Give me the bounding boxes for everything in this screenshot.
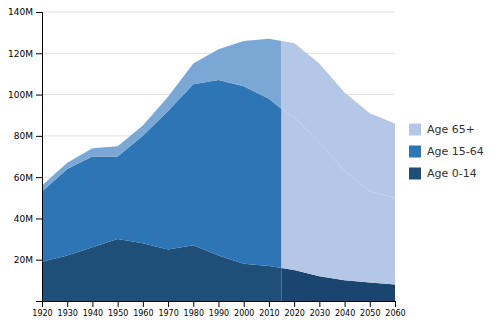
y-tick-mark [36,12,42,13]
legend: Age 65+ Age 15-64 Age 0-14 [409,123,484,180]
x-tick-mark [219,301,220,307]
x-tick-mark [294,301,295,307]
y-tick: 40M [14,214,42,224]
x-tick: 2040 [335,301,355,318]
x-tick: 2060 [385,301,405,318]
x-tick-label: 1980 [184,309,204,318]
x-tick-label: 2020 [284,309,304,318]
x-tick-label: 2010 [259,309,279,318]
y-tick: 60M [14,173,42,183]
x-tick: 2050 [360,301,380,318]
legend-swatch [409,124,421,136]
y-tick-mark [36,218,42,219]
legend-item: Age 65+ [409,123,475,136]
x-tick-mark [319,301,320,307]
legend-label: Age 15-64 [427,145,484,158]
y-tick: 120M [8,49,42,59]
x-tick: 1940 [83,301,103,318]
x-axis-line [43,302,396,308]
legend-item: Age 0-14 [409,167,477,180]
y-tick-mark [36,95,42,96]
x-tick-label: 2050 [360,309,380,318]
x-tick-mark [92,301,93,307]
y-tick-mark [36,260,42,261]
x-axis: 1920 1930 1940 1950 1960 1970 1980 1990 2000 2010… [32,301,405,318]
y-tick-label: 100M [8,90,33,100]
grid-line [42,12,395,13]
x-tick-label: 1970 [158,309,178,318]
x-tick: 1930 [58,301,78,318]
x-tick-label: 1920 [32,309,52,318]
x-tick-mark [67,301,68,307]
y-axis: 20M 40M 60M 80M 100M 120M 140M [8,7,42,301]
y-tick: 100M [8,90,42,100]
x-tick-label: 2060 [385,309,405,318]
y-tick-label: 20M [14,255,33,265]
plot: 1920 1930 1940 1950 1960 1970 1980 1990 2000 2010… [8,7,406,317]
x-tick: 2020 [284,301,304,318]
x-tick-mark [395,301,396,307]
x-tick: 1960 [133,301,153,318]
x-tick-mark [244,301,245,307]
y-tick-mark [36,53,42,54]
x-tick-label: 2000 [234,309,254,318]
x-tick: 1920 [32,301,52,318]
area-segment [42,39,282,192]
x-tick: 1990 [209,301,229,318]
y-tick-label: 140M [8,7,33,17]
x-tick: 1950 [108,301,128,318]
x-tick: 2000 [234,301,254,318]
y-tick-mark [36,136,42,137]
x-tick-mark [143,301,144,307]
legend-item: Age 15-64 [409,145,484,158]
x-tick-label: 1950 [108,309,128,318]
x-tick-mark [269,301,270,307]
x-tick-label: 1990 [209,309,229,318]
x-tick-mark [345,301,346,307]
y-tick-label: 60M [14,173,33,183]
x-tick-mark [168,301,169,307]
x-tick-label: 1960 [133,309,153,318]
x-tick-label: 1930 [58,309,78,318]
x-tick: 2030 [310,301,330,318]
x-tick-mark [193,301,194,307]
legend-label: Age 65+ [427,123,475,136]
y-tick-mark [36,177,42,178]
y-tick: 20M [14,255,42,265]
y-tick-label: 40M [14,214,33,224]
y-tick: 140M [8,7,42,17]
area-segment [282,41,395,198]
x-tick-mark [370,301,371,307]
legend-swatch [409,146,421,158]
x-tick-label: 2030 [310,309,330,318]
chart: 1920 1930 1940 1950 1960 1970 1980 1990 2000 2010… [0,0,500,327]
x-tick-mark [118,301,119,307]
x-tick: 2010 [259,301,279,318]
x-tick-label: 2040 [335,309,355,318]
legend-swatch [409,168,421,180]
y-tick-label: 120M [8,49,33,59]
areas [42,39,395,301]
y-tick: 80M [14,131,42,141]
x-tick: 1980 [184,301,204,318]
legend-label: Age 0-14 [427,167,477,180]
y-tick-label: 80M [14,131,33,141]
y-axis-line [36,13,43,302]
x-tick: 1970 [158,301,178,318]
x-tick-label: 1940 [83,309,103,318]
